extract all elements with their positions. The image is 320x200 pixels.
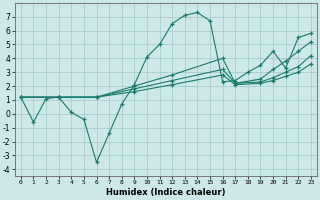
X-axis label: Humidex (Indice chaleur): Humidex (Indice chaleur) <box>106 188 226 197</box>
